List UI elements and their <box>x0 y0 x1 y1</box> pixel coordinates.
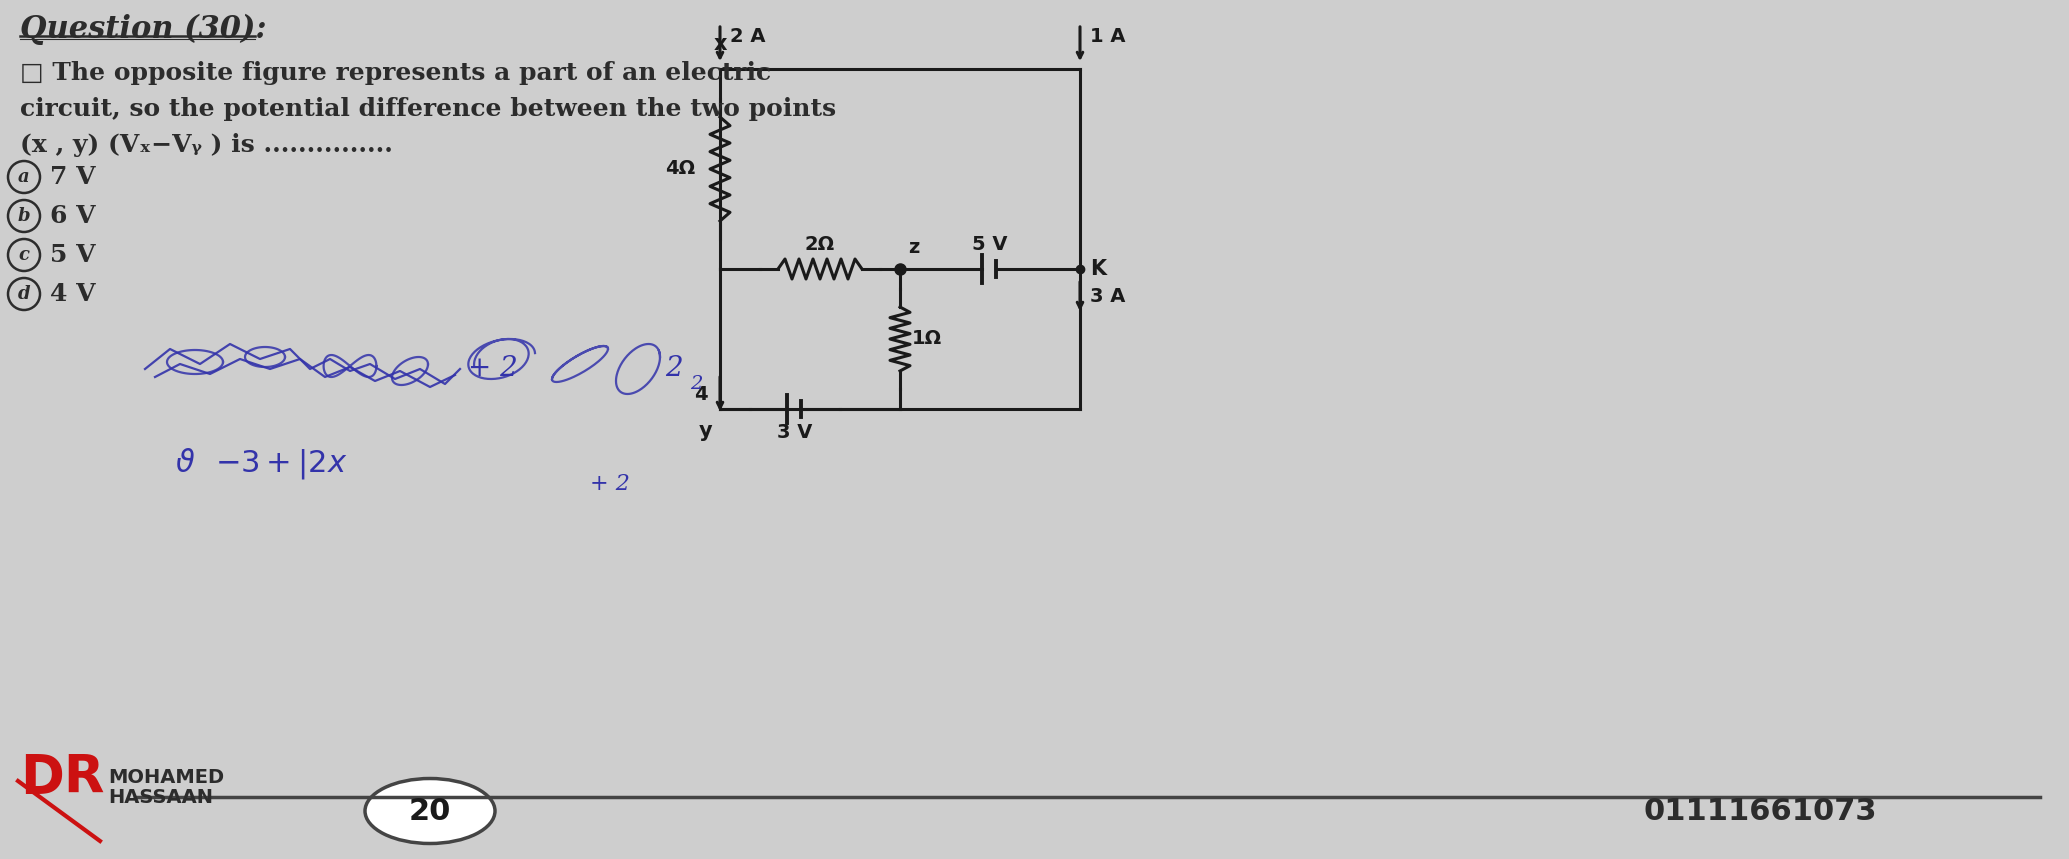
Text: (x , y) (Vₓ−Vᵧ ) is ...............: (x , y) (Vₓ−Vᵧ ) is ............... <box>21 133 393 157</box>
Text: K: K <box>1090 259 1107 279</box>
Text: + 2: + 2 <box>590 473 629 495</box>
Text: DR: DR <box>21 752 106 804</box>
Text: a: a <box>19 168 29 186</box>
Text: 4 V: 4 V <box>50 282 95 306</box>
Text: 20: 20 <box>410 796 451 825</box>
Text: Question (30):: Question (30): <box>21 14 267 46</box>
Text: d: d <box>19 285 31 303</box>
Text: $\vartheta$: $\vartheta$ <box>176 448 194 479</box>
Text: 5 V: 5 V <box>972 235 1008 254</box>
Text: 4: 4 <box>695 385 708 404</box>
Text: HASSAAN: HASSAAN <box>108 788 213 807</box>
Text: x: x <box>714 34 726 54</box>
Text: 01111661073: 01111661073 <box>1643 796 1877 825</box>
Text: 2 A: 2 A <box>730 27 766 46</box>
Text: 5 V: 5 V <box>50 243 95 267</box>
Text: c: c <box>19 246 29 264</box>
Text: 2: 2 <box>664 356 683 382</box>
Text: z: z <box>908 238 919 257</box>
Text: 2Ω: 2Ω <box>805 235 836 254</box>
Text: y: y <box>699 421 712 441</box>
Text: 1 A: 1 A <box>1090 27 1126 46</box>
Text: 3 V: 3 V <box>778 423 813 442</box>
Text: □ The opposite figure represents a part of an electric: □ The opposite figure represents a part … <box>21 61 772 85</box>
Text: b: b <box>19 207 31 225</box>
Text: 4Ω: 4Ω <box>664 160 695 179</box>
Text: 7 V: 7 V <box>50 165 95 189</box>
Text: 3 A: 3 A <box>1090 288 1126 307</box>
Text: circuit, so the potential difference between the two points: circuit, so the potential difference bet… <box>21 97 836 121</box>
Text: 6 V: 6 V <box>50 204 95 228</box>
Text: MOHAMED: MOHAMED <box>108 768 223 787</box>
Text: 1Ω: 1Ω <box>912 330 941 349</box>
Text: + 2: + 2 <box>468 356 517 382</box>
Ellipse shape <box>364 778 494 844</box>
Text: 2: 2 <box>689 375 701 393</box>
Text: $-3 + |2x$: $-3 + |2x$ <box>215 447 348 481</box>
